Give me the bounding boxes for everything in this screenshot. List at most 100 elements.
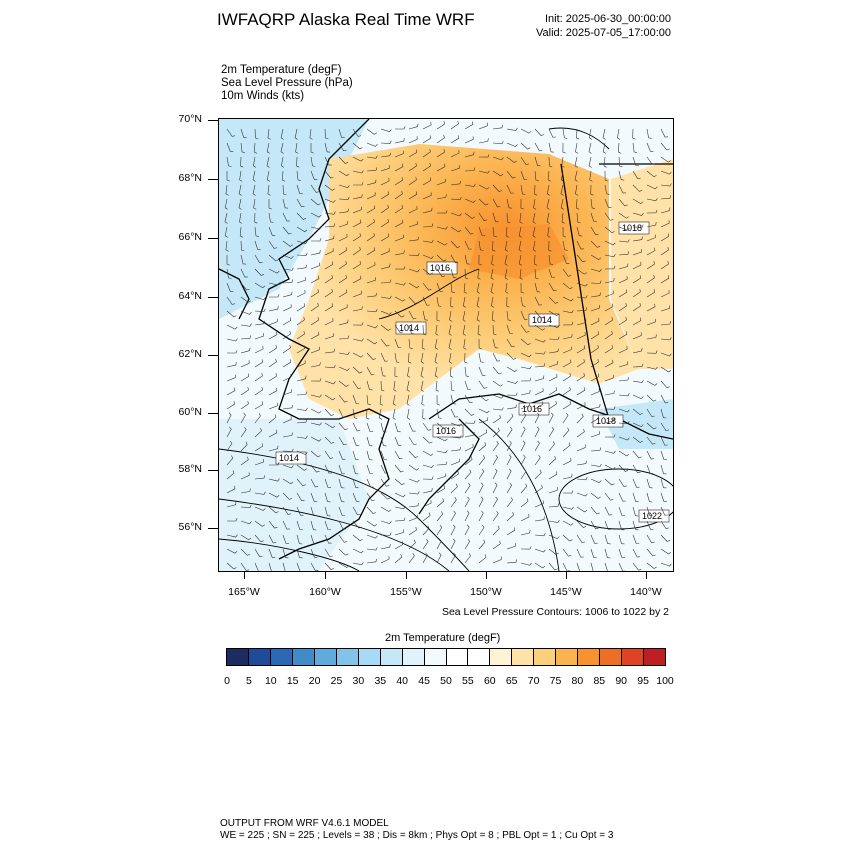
- wind-barb: [282, 212, 290, 222]
- wind-barb: [548, 128, 556, 138]
- wind-barb: [449, 310, 453, 322]
- wind-barb: [604, 265, 616, 270]
- wind-barb: [422, 450, 434, 456]
- wind-barb: [492, 366, 502, 375]
- wind-barb: [296, 478, 306, 487]
- wind-barb: [338, 366, 350, 371]
- wind-barb: [660, 233, 670, 242]
- wind-barb: [422, 310, 428, 321]
- wind-barb: [450, 150, 460, 158]
- wind-barb: [380, 140, 392, 144]
- wind-barb: [450, 435, 462, 439]
- wind-barb: [506, 184, 514, 194]
- wind-barb: [240, 412, 246, 424]
- lat-label: 70°N: [178, 113, 202, 125]
- wind-barb: [380, 279, 392, 284]
- wind-barb: [366, 520, 378, 527]
- wind-barb: [310, 262, 320, 270]
- wind-barb: [548, 268, 555, 278]
- wind-barb: [324, 288, 333, 298]
- wind-barb: [436, 254, 447, 262]
- wind-barb: [366, 324, 378, 329]
- wind-barb: [394, 352, 400, 363]
- lat-tick: [208, 238, 218, 239]
- wind-barb: [226, 485, 236, 494]
- wind-barb: [366, 352, 377, 360]
- wind-barb: [395, 126, 406, 130]
- wind-barb: [254, 427, 262, 438]
- colorbar-label: 30: [352, 675, 365, 687]
- wind-barb: [240, 548, 251, 556]
- wind-barb: [492, 496, 498, 508]
- wind-barb: [436, 538, 442, 550]
- wind-barb: [310, 562, 319, 571]
- wind-barb: [238, 184, 242, 196]
- wind-barb: [576, 460, 587, 466]
- wind-barb: [380, 520, 392, 524]
- wind-barb: [240, 360, 250, 368]
- wind-barb: [660, 170, 672, 175]
- isobar-label: 1016: [426, 261, 458, 275]
- wind-barb: [660, 520, 669, 529]
- wind-barb: [408, 478, 420, 483]
- wind-barb: [253, 142, 258, 154]
- wind-barb: [518, 226, 522, 238]
- wind-barb: [534, 532, 546, 537]
- wind-barb: [506, 468, 512, 480]
- wind-barb: [380, 422, 387, 433]
- wind-barb: [574, 156, 578, 168]
- wind-barb: [506, 296, 510, 308]
- wind-barb: [646, 394, 657, 402]
- wind-barb: [324, 422, 336, 429]
- wind-barb: [618, 377, 629, 382]
- wind-barb: [576, 387, 586, 396]
- wind-barb: [632, 212, 644, 216]
- wind-barb: [310, 464, 320, 473]
- wind-barb: [562, 296, 574, 302]
- wind-barb: [266, 170, 270, 182]
- wind-barb: [464, 456, 473, 466]
- wind-barb: [646, 221, 657, 228]
- wind-barb: [548, 142, 554, 153]
- wind-barb: [338, 260, 347, 270]
- wind-barb: [492, 394, 504, 399]
- wind-barb: [646, 334, 657, 340]
- wind-barb: [282, 432, 293, 438]
- wind-barb: [366, 232, 375, 242]
- wind-barb: [380, 219, 389, 228]
- wind-barb: [618, 170, 625, 181]
- wind-barb: [240, 534, 252, 541]
- wind-barb: [422, 324, 427, 336]
- wind-barb: [324, 506, 331, 517]
- wind-barb: [380, 492, 391, 500]
- wind-barb: [618, 436, 630, 441]
- wind-barb: [490, 282, 494, 294]
- wind-barb: [352, 366, 363, 374]
- wind-barb: [632, 478, 640, 488]
- wind-barb: [646, 506, 653, 517]
- wind-barb: [463, 338, 467, 350]
- wind-barb: [534, 351, 546, 355]
- wind-barb: [562, 254, 570, 264]
- wind-barb: [590, 548, 597, 559]
- wind-barb: [254, 320, 265, 326]
- wind-barb: [660, 321, 671, 326]
- isobar-label: 1016: [518, 402, 550, 416]
- wind-barb: [534, 296, 543, 306]
- wind-barb: [422, 296, 430, 306]
- wind-barb: [282, 331, 291, 340]
- wind-barb: [646, 422, 657, 430]
- wind-barb: [296, 548, 303, 559]
- wind-barb: [408, 123, 419, 130]
- wind-barb: [254, 548, 263, 558]
- wind-barb: [519, 212, 523, 224]
- wind-barb: [576, 226, 583, 237]
- wind-barb: [520, 324, 530, 333]
- wind-barb: [492, 212, 499, 223]
- wind-barb: [576, 359, 585, 368]
- wind-barb: [604, 548, 611, 559]
- wind-barb: [352, 436, 360, 446]
- wind-barb: [604, 184, 610, 195]
- wind-barb: [450, 510, 456, 522]
- wind-barb: [548, 400, 557, 410]
